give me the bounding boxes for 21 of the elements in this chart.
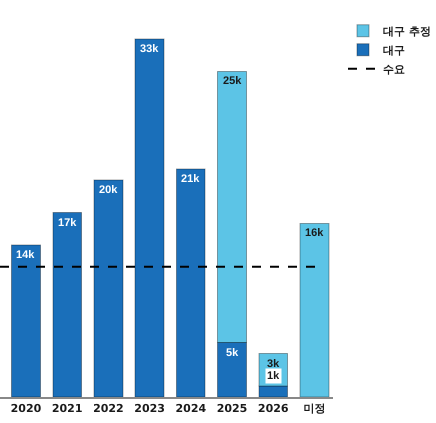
data-label: 33k (140, 43, 160, 55)
data-label: 20k (99, 184, 118, 196)
legend-label: 대구 추정 (382, 25, 431, 38)
data-label: 14k (16, 249, 36, 261)
x-tick-label: 2022 (93, 402, 124, 416)
x-tick-label: 2026 (258, 402, 289, 416)
data-label: 25k (223, 75, 242, 87)
x-tick-label: 미정 (303, 402, 326, 416)
data-label: 3k (267, 358, 280, 370)
data-label: 16k (305, 227, 324, 239)
data-label: 17k (58, 217, 78, 229)
x-tick-label: 2025 (216, 402, 248, 416)
legend-label: 대구 (382, 44, 405, 58)
legend-label: 수요 (382, 63, 405, 76)
x-tick-label: 2020 (10, 402, 42, 416)
x-tick-label: 2023 (134, 402, 165, 416)
data-label: 21k (181, 173, 200, 185)
x-tick-label: 2021 (52, 402, 82, 416)
data-label: 5k (226, 347, 240, 359)
data-label: 1k (267, 370, 280, 382)
x-tick-label: 2024 (176, 402, 206, 416)
